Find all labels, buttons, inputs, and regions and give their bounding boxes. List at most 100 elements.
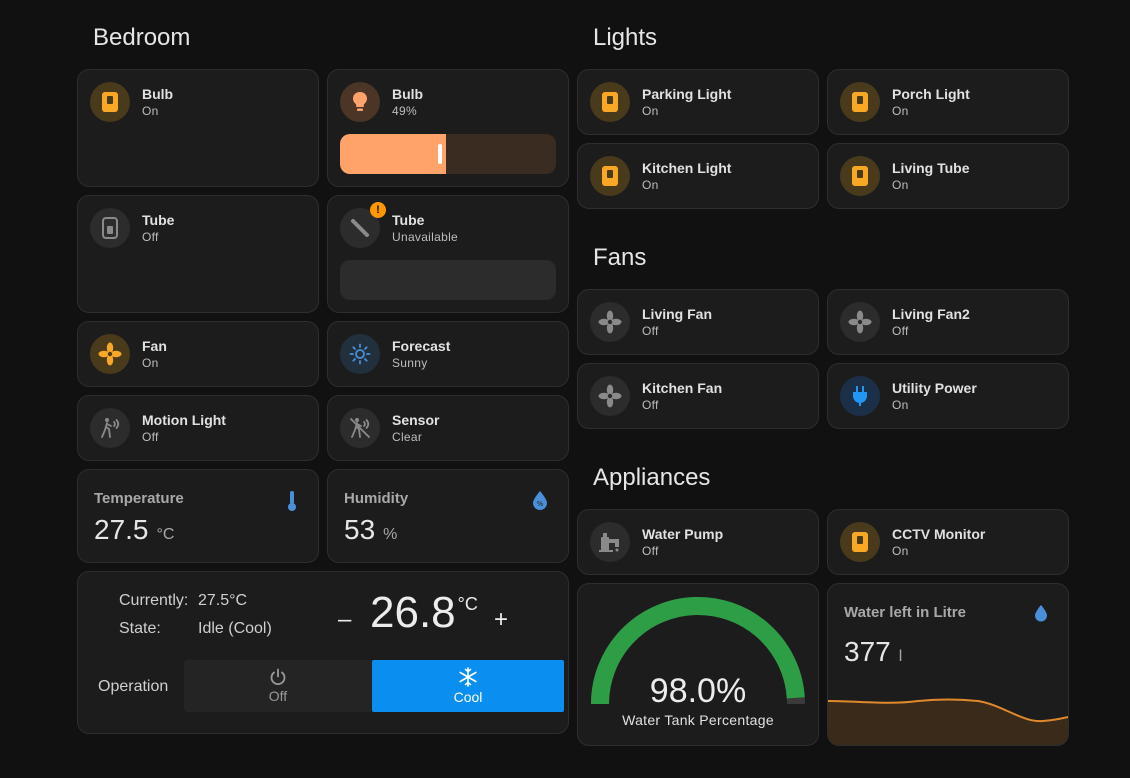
temperature-increase-button[interactable]: +	[494, 606, 509, 633]
gauge-card-water-tank[interactable]: 98.0% Water Tank Percentage	[577, 583, 819, 746]
mode-cool-label: Cool	[453, 689, 483, 705]
sun-icon[interactable]	[340, 334, 380, 374]
brightness-slider-fill	[340, 134, 446, 174]
fan-icon[interactable]	[840, 302, 880, 342]
sensor-value: 53%	[344, 514, 398, 545]
tube-light-icon[interactable]: !	[340, 202, 386, 248]
switch-icon[interactable]	[590, 156, 630, 196]
sensor-name: Humidity	[344, 490, 409, 507]
sensor-card-water-left[interactable]: Water left in Litre 377 l	[827, 583, 1069, 746]
gauge-value: 98.0%	[649, 672, 747, 710]
tile-fan[interactable]: Fan On	[77, 321, 319, 387]
tile-name: Living Fan2	[892, 306, 970, 322]
tile-name: Bulb	[392, 86, 424, 102]
tile-living-fan[interactable]: Living Fan Off	[577, 289, 819, 355]
tile-state: Sunny	[392, 356, 428, 370]
switch-icon[interactable]	[840, 156, 880, 196]
tile-state: On	[892, 544, 909, 558]
tile-porch-light[interactable]: Porch Light On	[827, 69, 1069, 135]
thermometer-icon	[286, 490, 298, 517]
switch-icon[interactable]	[90, 208, 130, 248]
tile-state: On	[142, 104, 159, 118]
tile-name: Kitchen Light	[642, 160, 732, 176]
tile-utility-power[interactable]: Utility Power On	[827, 363, 1069, 429]
sensor-card-humidity[interactable]: Humidity 53% %	[327, 469, 569, 563]
thermostat-currently-value: 27.5°C	[198, 592, 248, 609]
warning-badge-icon: !	[370, 202, 386, 218]
tile-state: Unavailable	[392, 230, 459, 244]
lightbulb-icon[interactable]	[340, 82, 380, 122]
tile-sensor[interactable]: Sensor Clear	[327, 395, 569, 461]
water-pump-icon[interactable]	[590, 522, 630, 562]
svg-text:%: %	[537, 500, 544, 508]
brightness-slider[interactable]	[340, 134, 556, 174]
brightness-slider-handle[interactable]	[437, 144, 442, 164]
tile-kitchen-light[interactable]: Kitchen Light On	[577, 143, 819, 209]
temperature-decrease-button[interactable]: –	[338, 606, 352, 633]
tile-name: Tube	[142, 212, 175, 228]
tile-forecast[interactable]: Forecast Sunny	[327, 321, 569, 387]
tile-name: Parking Light	[642, 86, 732, 102]
switch-icon[interactable]	[90, 82, 130, 122]
tile-name: Fan	[142, 338, 167, 354]
tile-state: Off	[892, 324, 909, 338]
motion-sensor-icon[interactable]	[340, 408, 380, 448]
power-icon	[270, 668, 286, 686]
sensor-unit: °C	[156, 526, 175, 543]
gauge-fill-arc	[591, 596, 805, 705]
section-title-fans: Fans	[593, 244, 647, 271]
snowflake-icon	[459, 667, 477, 687]
tile-bulb-switch[interactable]: Bulb On	[77, 69, 319, 187]
power-plug-icon[interactable]	[840, 376, 880, 416]
humidity-icon: %	[532, 490, 548, 515]
sensor-unit: l	[898, 648, 903, 665]
sparkline-area	[828, 699, 1068, 745]
tile-name: Kitchen Fan	[642, 380, 723, 396]
tile-name: Utility Power	[892, 380, 977, 396]
sensor-unit: %	[383, 526, 398, 543]
tile-tube-switch[interactable]: Tube Off	[77, 195, 319, 313]
tile-kitchen-fan[interactable]: Kitchen Fan Off	[577, 363, 819, 429]
tile-living-tube[interactable]: Living Tube On	[827, 143, 1069, 209]
mode-off-button[interactable]: Off	[184, 660, 372, 712]
fan-icon[interactable]	[590, 302, 630, 342]
section-title-bedroom: Bedroom	[93, 24, 191, 51]
tile-state: Off	[142, 230, 159, 244]
tile-name: Living Fan	[642, 306, 712, 322]
tile-cctv-monitor[interactable]: CCTV Monitor On	[827, 509, 1069, 575]
fan-icon[interactable]	[590, 376, 630, 416]
tile-motion-light[interactable]: Motion Light Off	[77, 395, 319, 461]
tile-state: On	[142, 356, 159, 370]
tile-living-fan2[interactable]: Living Fan2 Off	[827, 289, 1069, 355]
tile-water-pump[interactable]: Water Pump Off	[577, 509, 819, 575]
switch-icon[interactable]	[590, 82, 630, 122]
thermostat-state-label: State:	[119, 620, 161, 637]
tile-name: Living Tube	[892, 160, 970, 176]
tile-name: Motion Light	[142, 412, 226, 428]
thermostat-card: Currently: 27.5°C State: Idle (Cool) – 2…	[77, 571, 569, 734]
sparkline-chart	[828, 698, 1068, 745]
operation-label: Operation	[98, 678, 169, 695]
tile-state: On	[642, 104, 659, 118]
water-drop-icon	[1034, 604, 1048, 627]
mode-cool-button[interactable]: Cool	[372, 660, 564, 712]
thermostat-state-value: Idle (Cool)	[198, 620, 272, 637]
tile-bulb-dimmer[interactable]: Bulb 49%	[327, 69, 569, 187]
tile-tube-light[interactable]: ! Tube Unavailable	[327, 195, 569, 313]
tile-state: On	[642, 178, 659, 192]
tile-state: On	[892, 398, 909, 412]
motion-sensor-icon[interactable]	[90, 408, 130, 448]
thermostat-target-unit: °C	[457, 594, 478, 614]
tile-parking-light[interactable]: Parking Light On	[577, 69, 819, 135]
tile-state: 49%	[392, 104, 417, 118]
brightness-slider-disabled	[340, 260, 556, 300]
sensor-value: 27.5 °C	[94, 514, 175, 545]
sensor-card-temperature[interactable]: Temperature 27.5 °C	[77, 469, 319, 563]
switch-icon[interactable]	[840, 82, 880, 122]
tile-state: On	[892, 178, 909, 192]
gauge-chart	[591, 596, 805, 705]
section-title-appliances: Appliances	[593, 464, 711, 491]
fan-icon[interactable]	[90, 334, 130, 374]
tile-name: Forecast	[392, 338, 451, 354]
switch-icon[interactable]	[840, 522, 880, 562]
